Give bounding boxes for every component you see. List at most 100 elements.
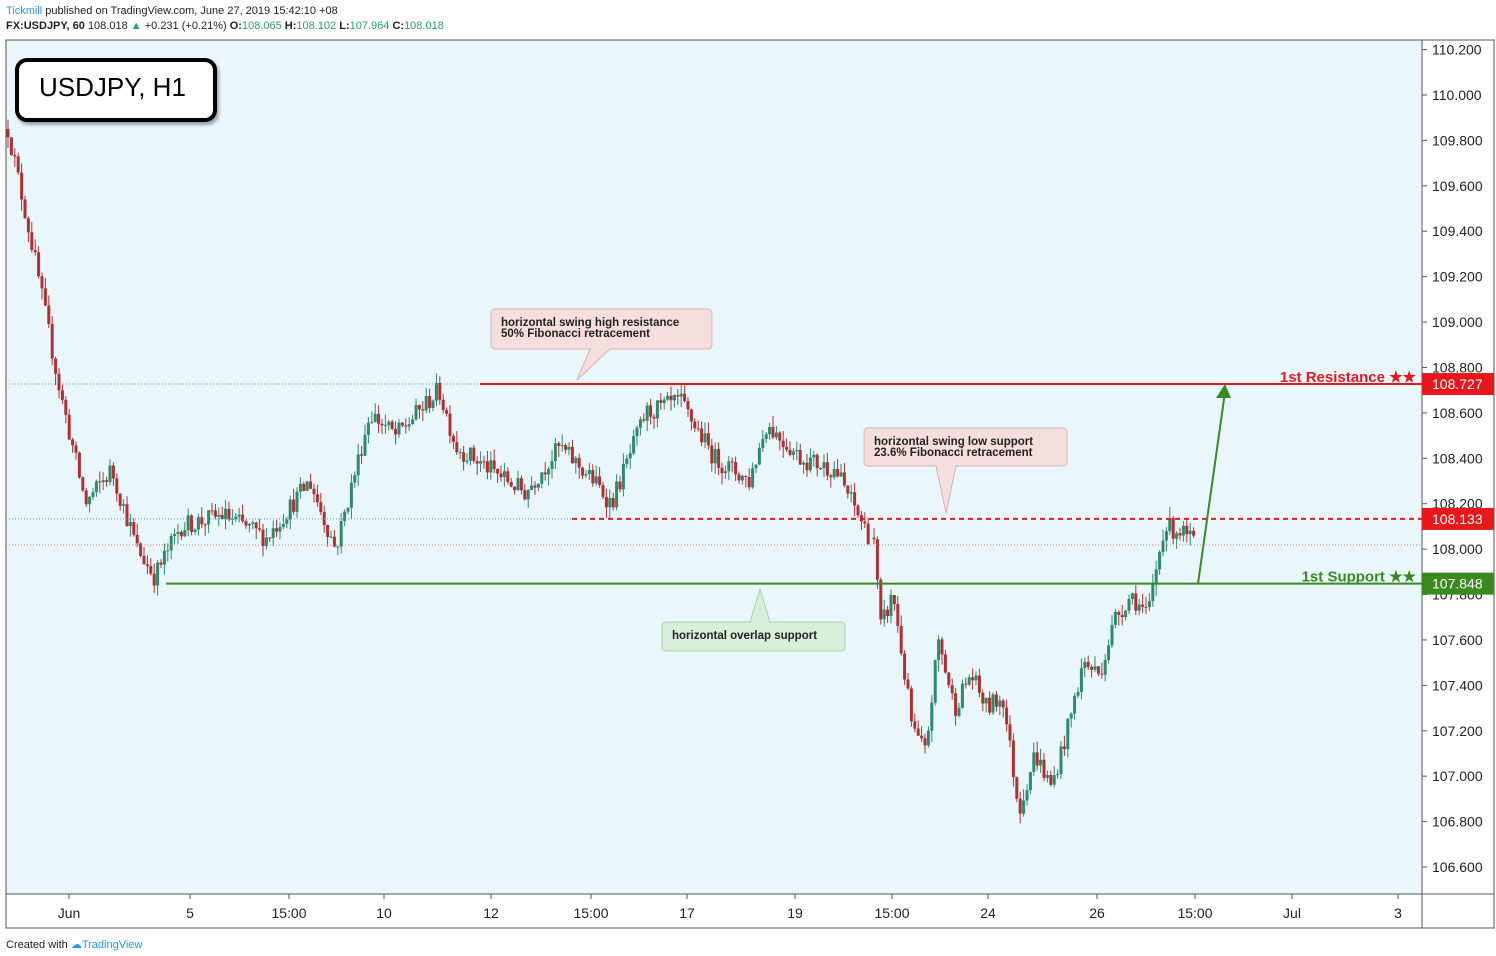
candle [1188, 530, 1192, 535]
candle [50, 324, 54, 359]
candle [923, 738, 927, 746]
candle [1141, 604, 1145, 607]
candle [808, 457, 812, 471]
chart-header: Tickmill published on TradingView.com, J… [6, 4, 444, 34]
candle [842, 472, 846, 486]
candle [217, 514, 221, 517]
candle [98, 481, 102, 483]
candle [672, 395, 676, 401]
candle [899, 625, 903, 654]
candle [397, 422, 401, 435]
price-chart[interactable]: 110.200 110.000 109.800 109.600 109.400 109.2… [0, 0, 1496, 932]
candle [1059, 746, 1063, 775]
price-axis[interactable] [1421, 39, 1495, 895]
y-tick-label: 109.000 [1432, 314, 1483, 330]
candle [967, 677, 971, 685]
candle [428, 395, 432, 408]
candle [149, 566, 153, 574]
candle [315, 494, 319, 503]
x-tick-label: 10 [376, 905, 392, 921]
plot-area[interactable] [5, 39, 1423, 895]
resistance-price-tag-text: 108.727 [1432, 376, 1483, 392]
candle [390, 421, 394, 429]
candle [326, 525, 330, 538]
candle [186, 515, 190, 531]
candle [400, 422, 404, 426]
low-label: L: [339, 20, 350, 32]
candle [584, 474, 588, 476]
tradingview-link[interactable]: TradingView [81, 939, 143, 951]
candle [57, 373, 61, 391]
candle [43, 288, 47, 306]
candle [1100, 673, 1104, 675]
candle [547, 469, 551, 475]
candle [190, 515, 194, 532]
candle [26, 218, 30, 233]
candle [271, 528, 275, 539]
candle [628, 453, 632, 459]
x-tick-label: 15:00 [573, 905, 608, 921]
candle [60, 390, 64, 400]
candle [693, 421, 697, 429]
tradingview-logo-icon: ☁ [70, 939, 82, 951]
candle [788, 449, 792, 455]
candle [757, 447, 761, 465]
candle [6, 129, 10, 138]
x-tick-label: Jul [1283, 905, 1301, 921]
brand-link[interactable]: Tickmill [6, 5, 43, 17]
candle [781, 440, 785, 447]
candle [696, 428, 700, 430]
candle [591, 469, 595, 484]
fib-support-callout-joint [937, 464, 955, 467]
x-tick-label: 5 [186, 905, 194, 921]
candle [863, 521, 867, 524]
candle [1001, 700, 1005, 708]
candle [13, 154, 17, 157]
x-tick-label: 12 [483, 905, 499, 921]
candle [370, 421, 374, 423]
candle [700, 428, 704, 443]
candle [492, 460, 496, 469]
candle [608, 497, 612, 508]
candle [710, 445, 714, 464]
candle [812, 454, 816, 458]
candle [1161, 540, 1165, 552]
candle [676, 395, 680, 397]
y-tick-label: 106.600 [1432, 859, 1483, 875]
y-tick-label: 108.600 [1432, 405, 1483, 421]
candle [200, 517, 204, 525]
candle [139, 543, 143, 557]
candle [421, 409, 425, 411]
x-tick-label: 3 [1394, 905, 1402, 921]
candle [744, 475, 748, 477]
candle [210, 510, 214, 512]
candle [594, 476, 598, 484]
candle [1134, 593, 1138, 611]
candle [1056, 774, 1060, 776]
candle [441, 399, 445, 411]
candle [475, 461, 479, 464]
candle [516, 478, 520, 491]
high-value: 108.102 [296, 20, 337, 32]
candle [560, 445, 564, 447]
candle [145, 564, 149, 567]
candle [1185, 525, 1189, 535]
candle [224, 508, 228, 520]
candle [336, 546, 340, 548]
candle [166, 550, 170, 552]
candle [451, 435, 455, 442]
candle [1181, 525, 1185, 536]
x-tick-label: 26 [1089, 905, 1105, 921]
candle [1158, 551, 1162, 570]
fib-support-callout-text: horizontal swing low support [874, 436, 1033, 448]
candle [892, 595, 896, 605]
time-axis[interactable] [5, 893, 1423, 929]
candle [445, 410, 449, 414]
candle [836, 469, 840, 477]
y-tick-label: 107.600 [1432, 632, 1483, 648]
projection-arrow [1197, 391, 1226, 584]
candle [502, 471, 506, 478]
candle [380, 423, 384, 426]
candle [281, 523, 285, 527]
candle [717, 449, 721, 468]
